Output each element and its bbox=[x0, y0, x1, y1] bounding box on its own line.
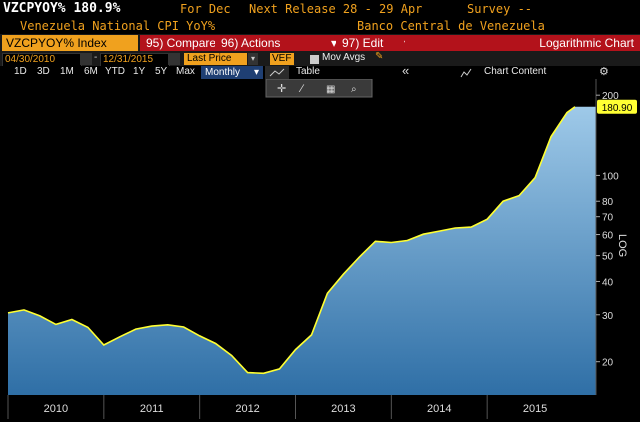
range-1y[interactable]: 1Y bbox=[133, 66, 146, 77]
range-max[interactable]: Max bbox=[176, 66, 195, 77]
double-chevron-left-icon[interactable]: « bbox=[402, 63, 410, 78]
mountain-chart-icon bbox=[460, 67, 472, 78]
chart-content-button[interactable]: Chart Content bbox=[484, 66, 547, 77]
last-value-badge: 180.90 bbox=[597, 99, 637, 114]
y-tick-label: 60 bbox=[602, 231, 614, 242]
y-tick-label: 70 bbox=[602, 213, 614, 224]
gear-icon[interactable]: ⚙ bbox=[599, 66, 609, 78]
end-date-input[interactable]: 12/31/2015 bbox=[100, 53, 170, 67]
y-tick-label: 200 bbox=[602, 91, 619, 102]
data-source: Banco Central de Venezuela bbox=[357, 19, 545, 33]
calendar-icon[interactable] bbox=[168, 53, 180, 65]
chevron-down-icon: ▾ bbox=[253, 67, 259, 78]
y-tick-label: 40 bbox=[602, 277, 614, 288]
x-tick-label: 2010 bbox=[44, 403, 68, 415]
range-5y[interactable]: 5Y bbox=[155, 66, 168, 77]
compare-button[interactable]: 95) Compare bbox=[140, 35, 224, 51]
y-tick-label: 80 bbox=[602, 197, 614, 208]
chart-area: 2010 2011 2012 2013 2014 2015 20 30 40 50 60 70 80 1… bbox=[0, 78, 640, 419]
chart-mode-button[interactable]: Logarithmic Chart bbox=[405, 35, 640, 51]
function-toolbar: VZCPYOY% Index 95) Compare 96) Actions ▾… bbox=[0, 34, 640, 52]
range-1m[interactable]: 1M bbox=[60, 66, 74, 77]
release-period: For Dec bbox=[180, 2, 231, 16]
survey: Survey -- bbox=[467, 2, 533, 16]
edit-label: 97) Edit bbox=[342, 36, 384, 50]
x-tick-label: 2013 bbox=[331, 403, 355, 415]
index-name: Venezuela National CPI YoY% bbox=[20, 19, 216, 33]
date-controls: 04/30/2010 - 12/31/2015 Last Price ▾ VEF… bbox=[0, 51, 640, 67]
mov-avgs-checkbox[interactable] bbox=[310, 55, 319, 64]
range-toolbar: 1D 3D 1M 6M YTD 1Y 5Y Max Monthly ▾ Tabl… bbox=[0, 63, 640, 79]
periodicity-label: Monthly bbox=[205, 67, 241, 78]
table-grid-icon[interactable]: ▦ bbox=[326, 84, 335, 95]
mov-avgs-label: Mov Avgs bbox=[322, 52, 366, 63]
y-tick-label: 100 bbox=[602, 171, 619, 182]
edit-button[interactable]: 97) Edit ▾ bbox=[336, 35, 414, 51]
next-release: Next Release 28 - 29 Apr bbox=[249, 2, 423, 16]
x-tick-label: 2015 bbox=[523, 403, 547, 415]
currency-field[interactable]: VEF bbox=[270, 53, 294, 65]
calendar-icon[interactable] bbox=[80, 53, 92, 65]
range-1d[interactable]: 1D bbox=[14, 66, 27, 77]
security-field[interactable]: VZCPYOY% Index bbox=[2, 35, 138, 51]
actions-label: 96) Actions bbox=[221, 36, 281, 50]
magnifier-icon[interactable]: ⌕ bbox=[351, 84, 357, 95]
draw-icon[interactable]: ∕ bbox=[298, 83, 305, 95]
y-axis: 20 30 40 50 60 70 80 100 200 bbox=[596, 91, 619, 369]
x-axis-band bbox=[0, 395, 640, 419]
pencil-icon[interactable]: ✎ bbox=[375, 51, 384, 62]
chevron-down-icon: ▾ bbox=[330, 36, 337, 50]
start-date-input[interactable]: 04/30/2010 bbox=[2, 53, 82, 67]
last-value-label: 180.90 bbox=[602, 103, 633, 114]
range-6m[interactable]: 6M bbox=[84, 66, 98, 77]
table-button[interactable]: Table bbox=[296, 66, 320, 77]
periodicity-select[interactable]: Monthly ▾ bbox=[201, 66, 263, 79]
log-axis-label: LOG bbox=[616, 234, 628, 257]
security-header: VZCPYOY% 180.9% For Dec Next Release 28 … bbox=[0, 0, 640, 18]
drawing-toolbar: ✛ ∕ ▦ ⌕ bbox=[265, 78, 373, 98]
x-tick-label: 2012 bbox=[235, 403, 259, 415]
range-ytd[interactable]: YTD bbox=[105, 66, 125, 77]
y-tick-label: 30 bbox=[602, 311, 614, 322]
field-select[interactable]: Last Price bbox=[184, 53, 247, 65]
area-mask bbox=[8, 79, 596, 374]
y-tick-label: 20 bbox=[602, 358, 614, 369]
cpi-chart: 2010 2011 2012 2013 2014 2015 20 30 40 50 60 70 80 1… bbox=[0, 78, 640, 419]
line-chart-icon[interactable] bbox=[265, 66, 289, 79]
index-description: Venezuela National CPI YoY% Banco Centra… bbox=[0, 18, 640, 34]
x-tick-label: 2011 bbox=[140, 403, 164, 415]
actions-button[interactable]: 96) Actions ▾ bbox=[215, 35, 345, 51]
y-tick-label: 50 bbox=[602, 252, 614, 263]
ticker-value: VZCPYOY% 180.9% bbox=[3, 1, 121, 16]
x-axis: 2010 2011 2012 2013 2014 2015 bbox=[0, 395, 640, 419]
crosshair-icon[interactable]: ✛ bbox=[277, 83, 286, 95]
chevron-down-icon[interactable]: ▾ bbox=[248, 53, 258, 65]
x-tick-label: 2014 bbox=[427, 403, 451, 415]
range-3d[interactable]: 3D bbox=[37, 66, 50, 77]
cpi-line bbox=[7, 106, 576, 375]
